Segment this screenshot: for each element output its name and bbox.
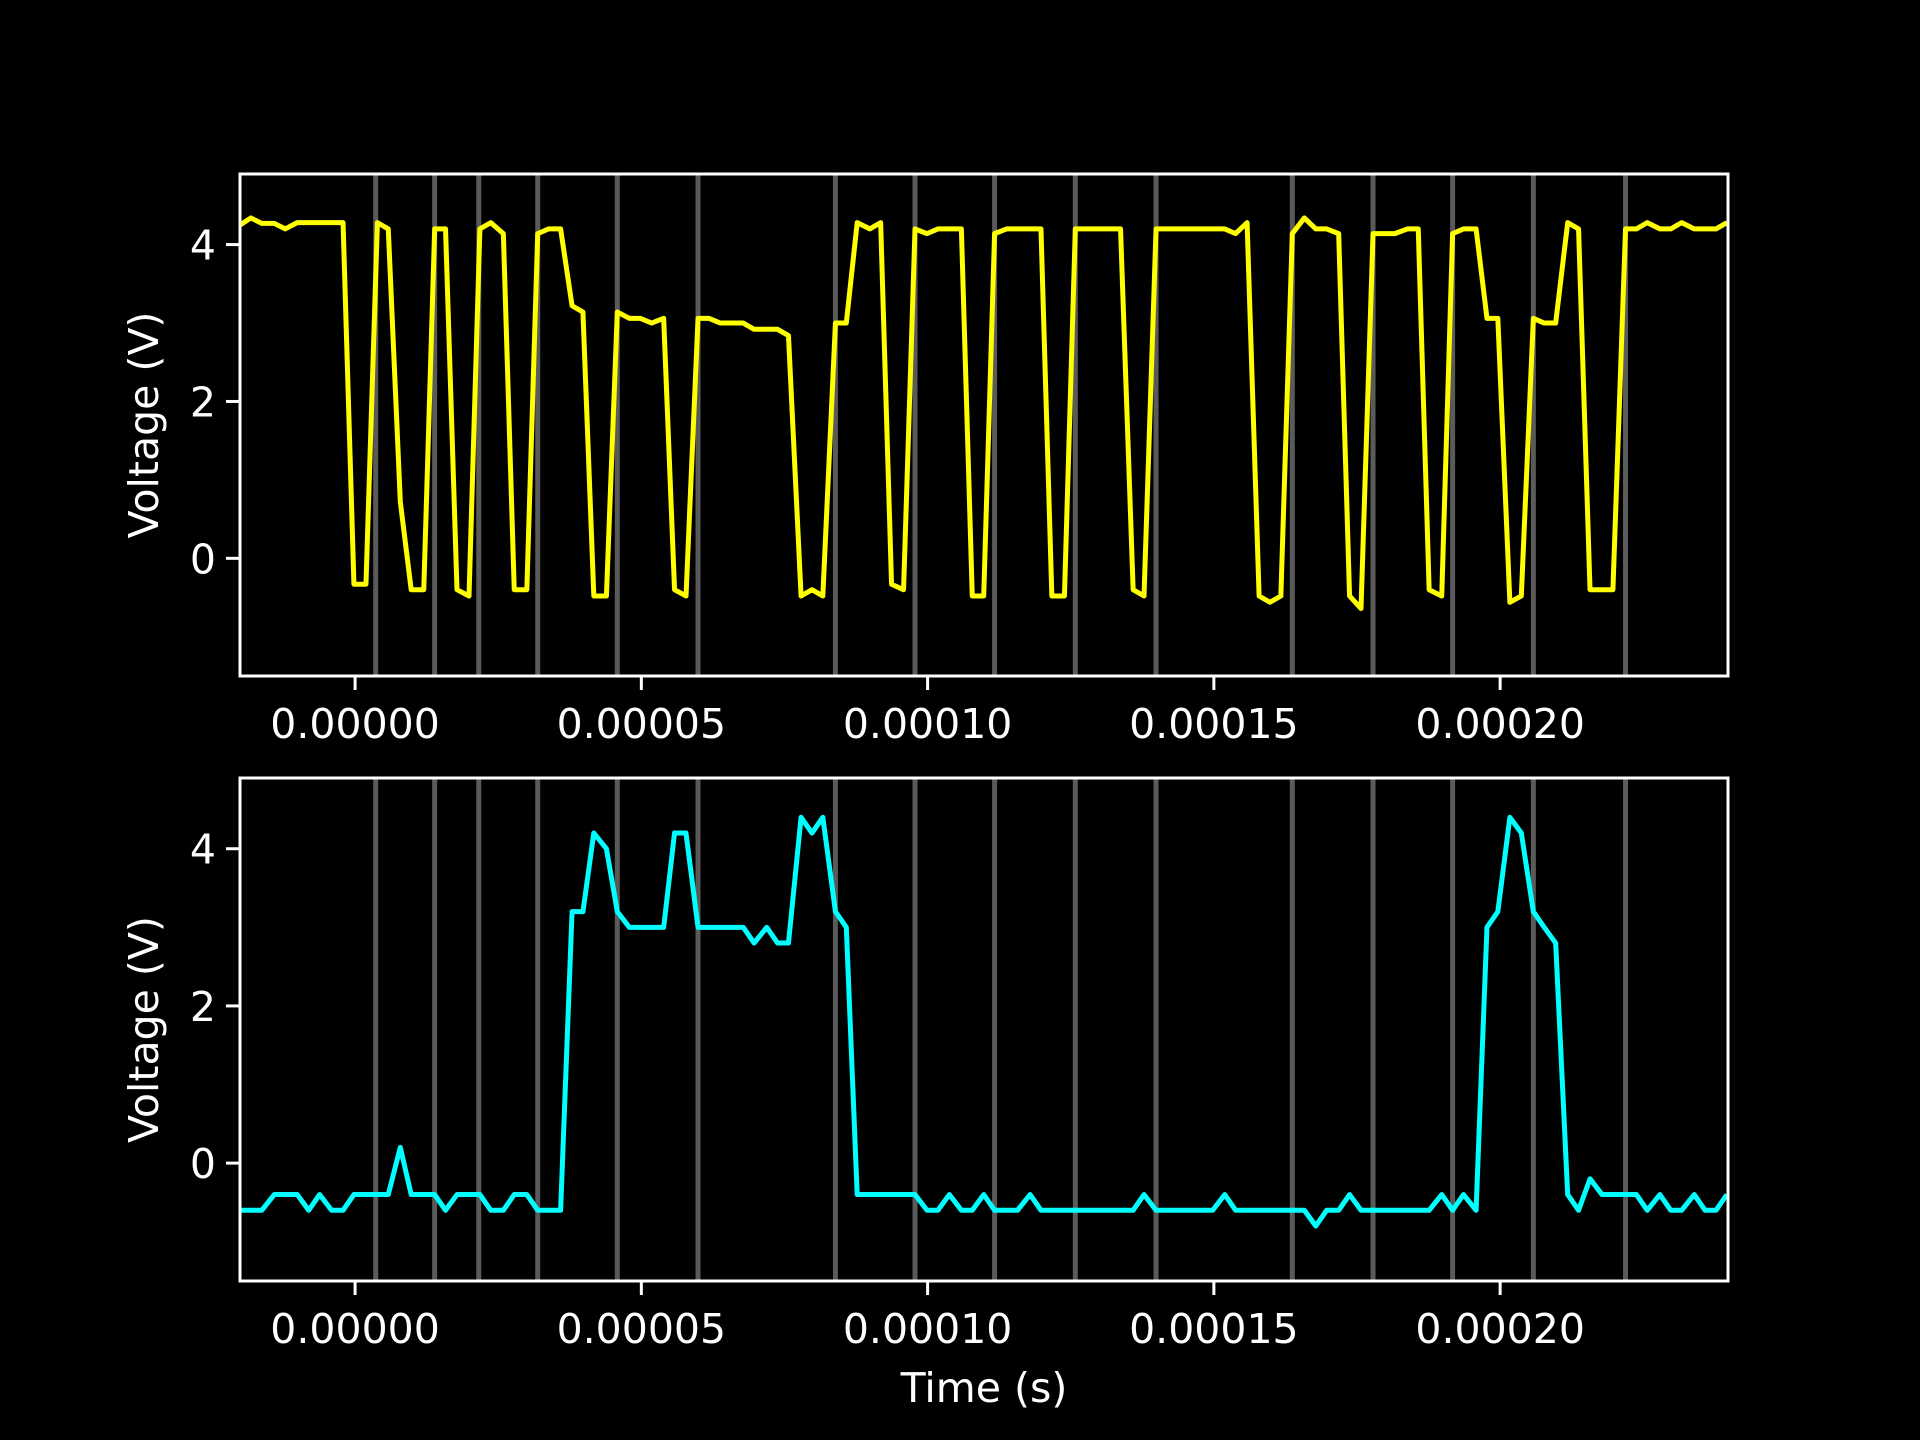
- y-tick-label: 2: [190, 378, 216, 426]
- plot-area: [240, 778, 1728, 1281]
- x-tick-label: 0.00010: [843, 700, 1013, 748]
- plot-area: [240, 174, 1728, 676]
- x-tick-label: 0.00015: [1129, 1305, 1299, 1353]
- y-axis-label: Voltage (V): [120, 916, 168, 1143]
- x-tick-label: 0.00020: [1415, 1305, 1585, 1353]
- x-tick-label: 0.00015: [1129, 700, 1299, 748]
- x-tick-label: 0.00005: [557, 1305, 727, 1353]
- signal-line: [240, 215, 1728, 612]
- x-tick-label: 0.00000: [270, 1305, 440, 1353]
- x-tick-label: 0.00020: [1415, 700, 1585, 748]
- y-tick-label: 2: [190, 983, 216, 1031]
- y-tick-label: 4: [190, 826, 216, 874]
- x-tick-label: 0.00010: [843, 1305, 1013, 1353]
- axes-frame: [238, 172, 1730, 678]
- y-tick-label: 4: [190, 222, 216, 270]
- y-tick-label: 0: [190, 1140, 216, 1188]
- y-axis-label: Voltage (V): [120, 312, 168, 539]
- axes-frame: [238, 776, 1730, 1283]
- signal-line: [240, 814, 1728, 1229]
- x-tick-label: 0.00005: [557, 700, 727, 748]
- x-axis-label: Time (s): [900, 1364, 1068, 1412]
- y-tick-label: 0: [190, 535, 216, 583]
- x-tick-label: 0.00000: [270, 700, 440, 748]
